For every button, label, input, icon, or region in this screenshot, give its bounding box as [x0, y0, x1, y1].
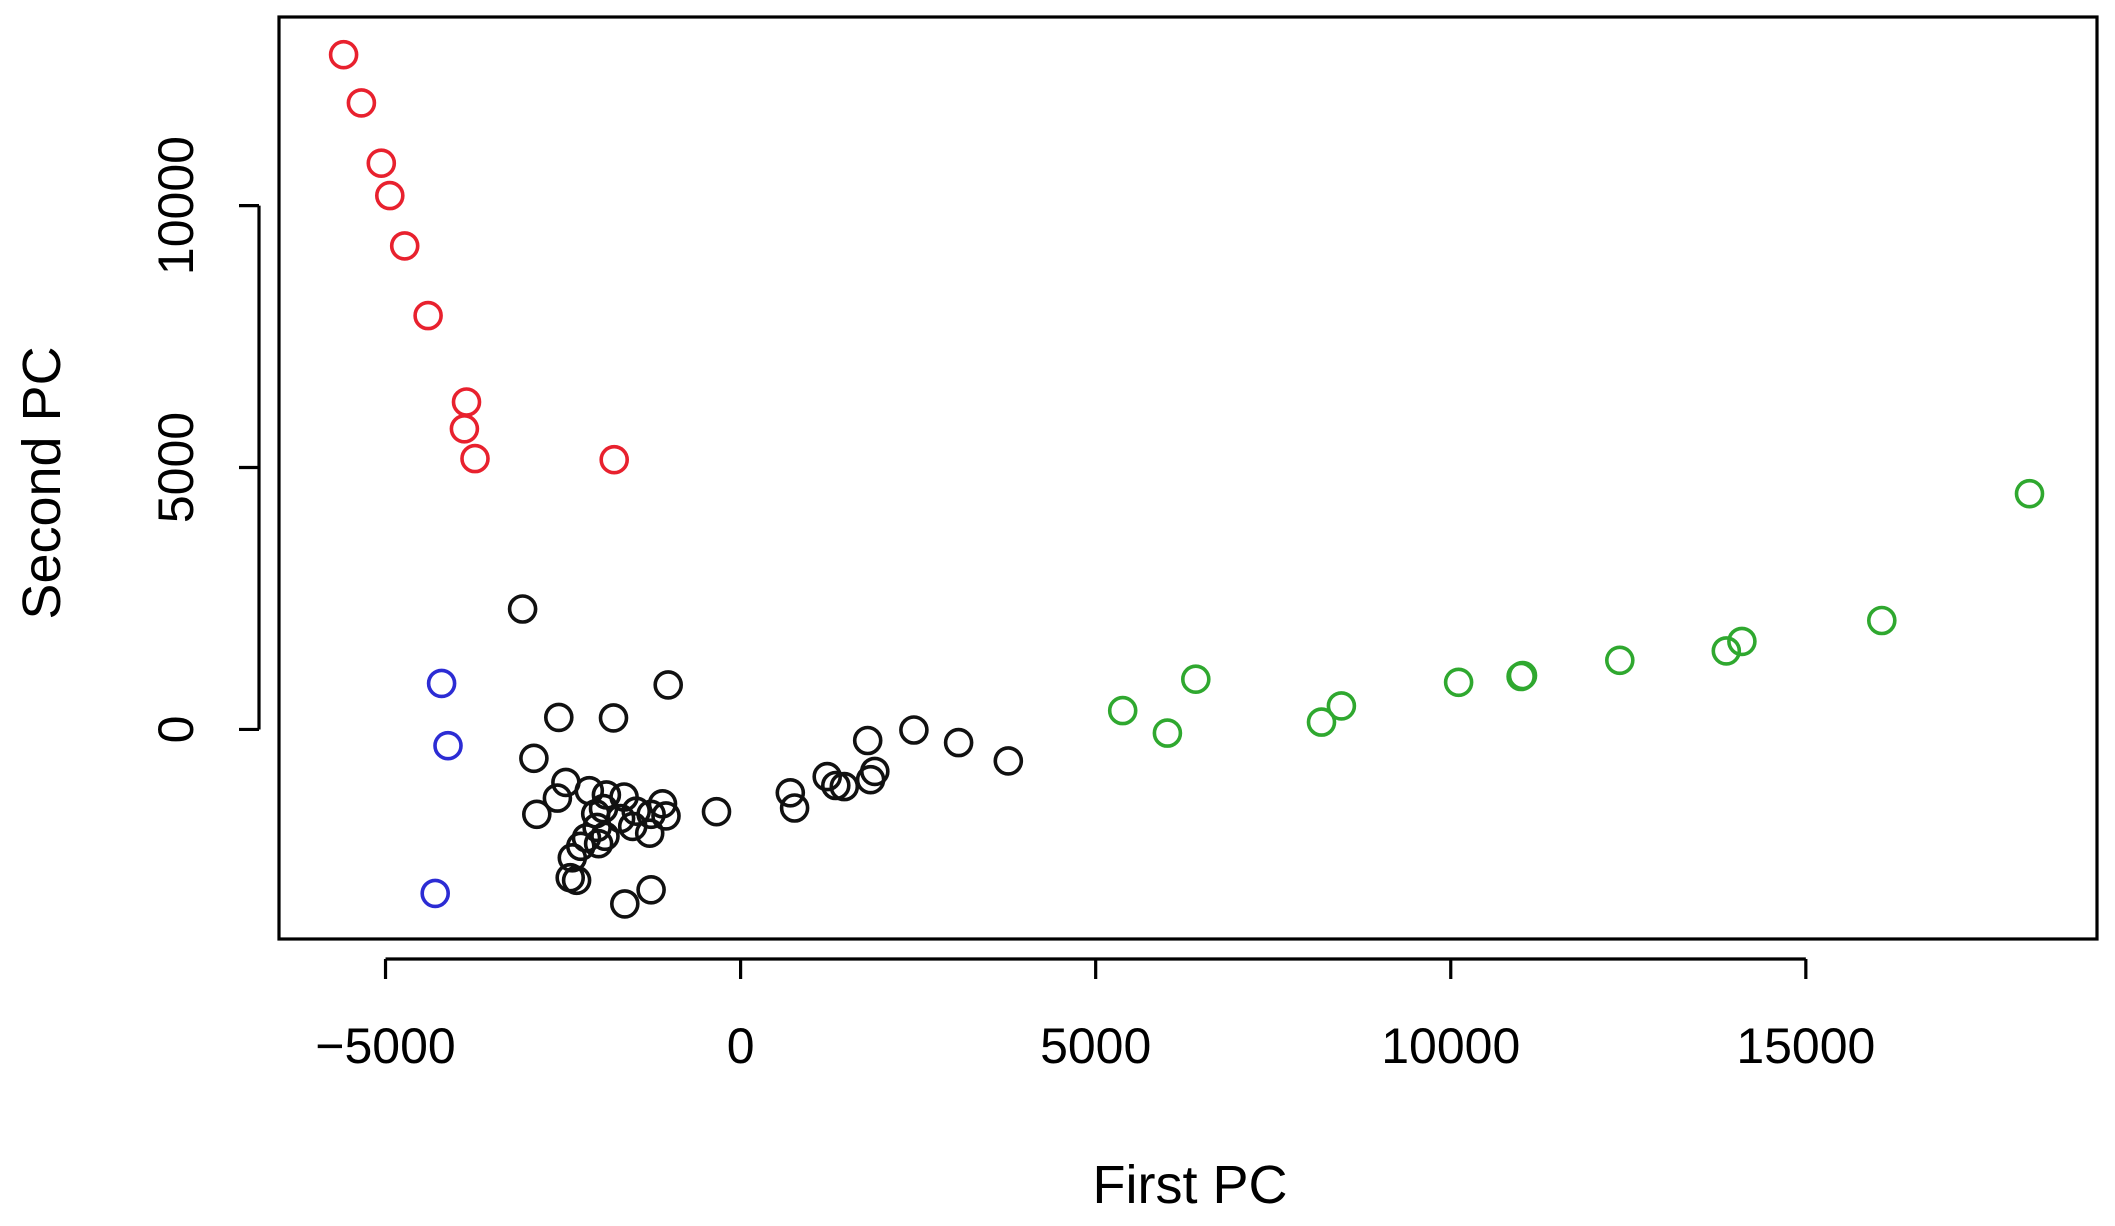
- data-point: [543, 702, 574, 733]
- y-axis-title: Second PC: [12, 346, 72, 619]
- data-point: [899, 715, 929, 745]
- data-point: [701, 796, 732, 827]
- data-point: [590, 821, 620, 852]
- data-point: [859, 756, 890, 787]
- data-point: [634, 818, 665, 849]
- data-point: [1107, 695, 1138, 726]
- data-point: [1443, 667, 1474, 698]
- data-point: [829, 771, 860, 802]
- data-point: [519, 743, 549, 774]
- data-point: [636, 874, 666, 905]
- data-point: [2014, 478, 2045, 509]
- data-point: [557, 842, 588, 873]
- data-point: [449, 413, 480, 444]
- x-tick-label: −5000: [315, 1018, 455, 1074]
- y-tick-label: 0: [148, 716, 204, 744]
- y-tick-label-group: 10000: [148, 136, 204, 275]
- y-tick-label: 10000: [148, 136, 204, 275]
- data-point: [521, 799, 552, 830]
- y-tick-label: 5000: [148, 412, 204, 523]
- data-point: [374, 180, 405, 211]
- data-point: [1867, 605, 1897, 636]
- data-point: [653, 670, 684, 700]
- x-tick-label: 10000: [1381, 1018, 1520, 1074]
- x-tick-label: 0: [727, 1018, 755, 1074]
- data-point: [1152, 718, 1183, 748]
- x-axis: −5000 0 5000 10000 15000: [315, 957, 1875, 1074]
- data-point: [651, 801, 681, 831]
- data-point: [420, 878, 451, 909]
- data-point: [943, 727, 974, 758]
- data-point: [775, 777, 806, 808]
- y-axis-title-group: Second PC: [12, 346, 72, 619]
- data-point: [328, 39, 359, 70]
- x-tick-label: 5000: [1040, 1018, 1151, 1074]
- data-point: [1507, 660, 1538, 691]
- data-point: [366, 148, 397, 178]
- data-point: [507, 594, 538, 624]
- data-points: [328, 39, 2045, 919]
- data-point: [542, 783, 573, 813]
- x-axis-title: First PC: [1093, 1155, 1288, 1215]
- data-point: [433, 730, 463, 761]
- data-point: [413, 300, 443, 331]
- y-axis: 0 5000 10000: [148, 136, 261, 744]
- data-point: [1306, 707, 1337, 737]
- data-point: [583, 828, 614, 859]
- data-point: [852, 725, 883, 756]
- data-point: [561, 865, 592, 896]
- y-tick-label-group: 5000: [148, 412, 204, 523]
- data-point: [993, 746, 1024, 776]
- x-tick-label: 15000: [1736, 1018, 1875, 1074]
- data-point: [1711, 636, 1742, 666]
- data-point: [621, 796, 652, 827]
- data-point: [812, 761, 843, 792]
- plot-frame: [277, 15, 2099, 941]
- data-point: [617, 811, 648, 842]
- data-point: [582, 812, 612, 843]
- data-point: [779, 793, 810, 823]
- data-point: [426, 668, 457, 699]
- data-point: [451, 387, 482, 417]
- data-point: [609, 889, 640, 919]
- data-point: [1605, 645, 1635, 676]
- data-point: [1326, 691, 1357, 721]
- data-point: [346, 88, 377, 118]
- data-point: [389, 231, 420, 261]
- y-tick-label-group: 0: [148, 716, 204, 744]
- data-point: [599, 444, 630, 475]
- data-point: [460, 443, 490, 474]
- data-point: [1727, 626, 1757, 657]
- data-point: [598, 703, 629, 733]
- data-point: [1181, 664, 1211, 695]
